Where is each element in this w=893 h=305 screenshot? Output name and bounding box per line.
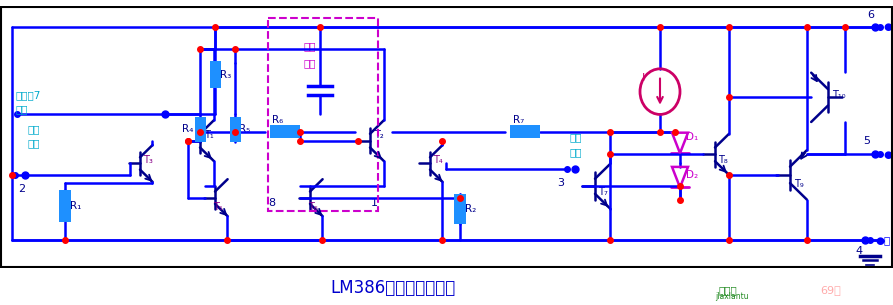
Text: 设置: 设置 bbox=[304, 58, 316, 68]
Text: D₁: D₁ bbox=[686, 132, 698, 142]
Text: 输入: 输入 bbox=[570, 147, 582, 157]
Text: 5: 5 bbox=[863, 136, 870, 146]
Text: R₂: R₂ bbox=[465, 204, 476, 214]
Text: T₇: T₇ bbox=[598, 187, 608, 197]
Text: 反相: 反相 bbox=[28, 124, 40, 134]
Text: jlaxlantu: jlaxlantu bbox=[715, 292, 749, 301]
Text: R₄: R₄ bbox=[182, 124, 194, 134]
Text: 69型: 69型 bbox=[820, 285, 841, 295]
Text: I: I bbox=[642, 73, 646, 83]
Text: T₈: T₈ bbox=[718, 155, 728, 165]
Text: T₆: T₆ bbox=[308, 202, 318, 212]
Text: 接旁路7: 接旁路7 bbox=[16, 90, 41, 100]
Bar bbox=[210, 61, 221, 88]
Text: ●输出: ●输出 bbox=[883, 149, 893, 159]
Text: LM386内部电路原理图: LM386内部电路原理图 bbox=[330, 279, 455, 297]
Text: D₂: D₂ bbox=[686, 170, 698, 180]
Text: 电路: 电路 bbox=[16, 104, 29, 114]
Text: T₁₀: T₁₀ bbox=[832, 90, 846, 100]
Text: ●电源: ●电源 bbox=[883, 22, 893, 32]
Text: R₅: R₅ bbox=[239, 124, 250, 134]
Text: 3: 3 bbox=[557, 178, 564, 188]
Text: 同相: 同相 bbox=[570, 132, 582, 142]
Text: T₄: T₄ bbox=[433, 155, 443, 165]
Text: 6: 6 bbox=[867, 10, 874, 20]
Text: R₃: R₃ bbox=[220, 70, 231, 80]
Text: 8: 8 bbox=[269, 198, 276, 208]
Text: R₆: R₆ bbox=[272, 115, 283, 125]
Text: R₁: R₁ bbox=[70, 201, 81, 211]
Text: R₇: R₇ bbox=[513, 115, 524, 125]
Text: 技术圈: 技术圈 bbox=[719, 285, 737, 295]
Bar bbox=[195, 117, 205, 142]
Text: 4: 4 bbox=[855, 246, 862, 256]
Text: T₉: T₉ bbox=[794, 179, 804, 189]
Text: 增益: 增益 bbox=[304, 41, 316, 51]
Text: 输入: 输入 bbox=[28, 138, 40, 148]
Text: T₅: T₅ bbox=[213, 202, 222, 212]
Bar bbox=[230, 117, 240, 142]
Text: T₁: T₁ bbox=[204, 130, 213, 140]
Bar bbox=[510, 125, 540, 138]
Text: 2: 2 bbox=[18, 184, 25, 194]
Text: 1: 1 bbox=[371, 198, 378, 208]
Bar bbox=[59, 190, 71, 222]
Bar bbox=[454, 194, 466, 224]
Bar bbox=[268, 17, 378, 211]
Text: T₂: T₂ bbox=[374, 130, 384, 140]
Bar bbox=[270, 125, 300, 138]
Text: T₃: T₃ bbox=[143, 155, 153, 165]
Text: ●地: ●地 bbox=[875, 235, 890, 245]
